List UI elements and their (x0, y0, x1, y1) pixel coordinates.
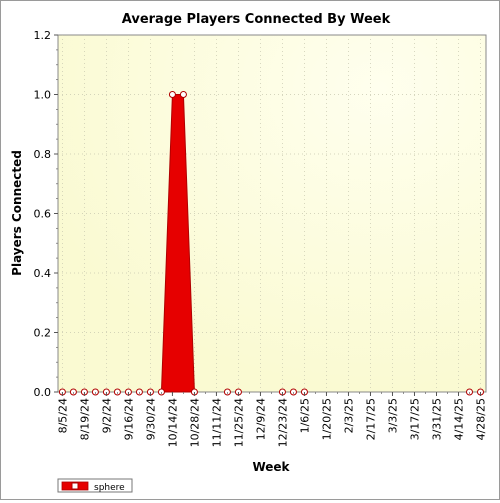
x-tick-label: 1/20/25 (320, 398, 333, 440)
x-axis-label: Week (252, 460, 290, 474)
y-tick-label: 1.2 (34, 29, 52, 42)
x-tick-label: 2/17/25 (364, 398, 377, 440)
y-axis: 0.0 0.2 0.4 0.6 0.8 1.0 1.2 (34, 29, 58, 399)
x-tick-label: 11/25/24 (232, 398, 245, 447)
data-point (179, 91, 187, 98)
grid-lines (58, 35, 486, 392)
data-point (168, 91, 176, 98)
x-tick-label: 3/3/25 (386, 398, 399, 433)
x-tick-label: 2/3/25 (342, 398, 355, 433)
x-tick-label: 10/14/24 (166, 398, 179, 447)
x-tick-label: 3/17/25 (408, 398, 421, 440)
legend-label-sphere: sphere (94, 483, 125, 493)
x-tick-label: 8/5/24 (56, 398, 69, 433)
y-tick-label: 1.0 (34, 89, 52, 102)
x-tick-label: 4/14/25 (452, 398, 465, 440)
x-tick-label: 12/9/24 (254, 398, 267, 440)
x-tick-label: 12/23/24 (276, 398, 289, 447)
y-tick-label: 0.8 (34, 148, 52, 161)
x-axis: 8/5/24 8/19/24 9/2/24 9/16/24 9/30/24 10/14/2… (56, 392, 487, 447)
chart-title: Average Players Connected By Week (122, 12, 391, 27)
x-tick-label: 9/30/24 (144, 398, 157, 440)
legend: sphere (57, 478, 133, 493)
x-tick-label: 1/6/25 (298, 398, 311, 433)
x-tick-label: 3/31/25 (430, 398, 443, 440)
y-tick-label: 0.6 (34, 208, 52, 221)
legend-marker (71, 482, 79, 490)
x-tick-label: 8/19/24 (78, 398, 91, 440)
y-axis-label: Players Connected (10, 150, 24, 276)
x-tick-label: 11/11/24 (210, 398, 223, 447)
x-tick-label: 10/28/24 (188, 398, 201, 447)
x-tick-label: 9/2/24 (100, 398, 113, 433)
y-tick-label: 0.0 (34, 386, 52, 399)
y-tick-label: 0.4 (34, 267, 52, 280)
x-tick-label: 4/28/25 (474, 398, 487, 440)
y-tick-label: 0.2 (34, 327, 52, 340)
x-tick-label: 9/16/24 (122, 398, 135, 440)
